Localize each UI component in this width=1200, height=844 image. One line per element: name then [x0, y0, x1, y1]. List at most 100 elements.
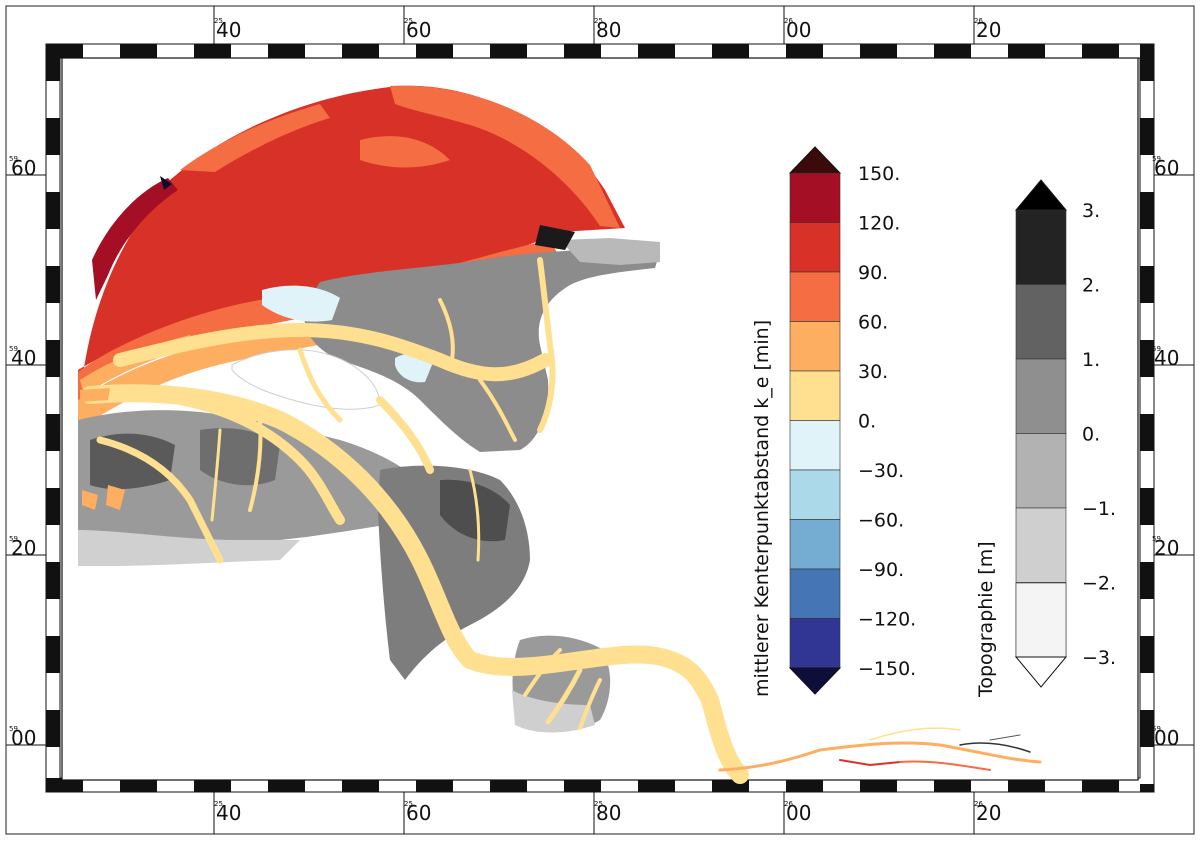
colorbar-topo-under-triangle: [1014, 656, 1068, 688]
tick-minor-label: 59: [1152, 535, 1161, 543]
mudflat-south-dark: [440, 479, 510, 542]
checker-block: [46, 488, 60, 525]
checker-block: [1140, 562, 1154, 599]
tick-minor-label: 25: [404, 17, 413, 25]
tick-minor-label: 59: [1152, 155, 1161, 163]
checker-block: [46, 192, 60, 229]
tick-minor-label: 59: [9, 725, 18, 733]
tick-major-label: 60: [406, 18, 431, 42]
channel-orange-patches: [80, 388, 125, 510]
tick-major-label: 60: [1154, 156, 1179, 180]
colorbar-topo-label: 2.: [1082, 275, 1100, 297]
zone-pale-blue-1: [262, 285, 340, 322]
colorbar-time-label: 120.: [858, 213, 900, 235]
checker-block: [46, 710, 60, 747]
tick-major-label: 20: [11, 536, 36, 560]
colorbar-topo-band: [1015, 284, 1067, 360]
checker-block: [1140, 266, 1154, 303]
checker-block: [786, 778, 823, 792]
colorbar-mean-kenterpunkt: 150. 120. 90. 60. 30. 0. −30. −60. −90. −120. −150…: [788, 146, 916, 695]
sea-patch-orange: [360, 136, 450, 168]
checker-block: [46, 266, 60, 303]
checker-block: [1140, 488, 1154, 525]
colorbar-topo-label: 3.: [1082, 200, 1100, 222]
checker-block: [1140, 636, 1154, 673]
colorbar-topo-band: [1015, 507, 1067, 583]
checker-block: [46, 340, 60, 377]
tick-minor-label: 59: [9, 345, 18, 353]
colorbar-time-band: [789, 469, 841, 520]
tick-major-label: 00: [1154, 726, 1179, 750]
checker-block: [194, 778, 231, 792]
checker-block: [638, 44, 675, 58]
tick-minor-label: 59: [9, 535, 18, 543]
checker-block: [1008, 44, 1045, 58]
colorbar-time-label: −60.: [858, 510, 904, 532]
channel-network: [81, 257, 749, 784]
tick-major-label: 60: [406, 801, 431, 825]
colorbar-time-label: 150.: [858, 163, 900, 185]
checker-block: [638, 778, 675, 792]
tick-major-label: 40: [216, 801, 241, 825]
checker-block: [342, 778, 379, 792]
tick-minor-label: 59: [1152, 345, 1161, 353]
checker-block: [934, 778, 971, 792]
checker-block: [1082, 44, 1119, 58]
high-ground-ne: [535, 225, 575, 250]
checker-block: [120, 44, 157, 58]
sea-region-orange-top: [390, 85, 620, 228]
checker-block: [1140, 192, 1154, 229]
checker-block: [1140, 784, 1154, 792]
colorbar-time-label: 30.: [858, 361, 888, 383]
colorbar-time-band: [789, 519, 841, 570]
tick-major-label: 20: [1154, 536, 1179, 560]
checker-block: [194, 44, 231, 58]
tick-major-label: 00: [786, 18, 811, 42]
colorbar-time-under-triangle: [788, 667, 842, 695]
colorbar-time-band: [789, 321, 841, 372]
river-upstream: [718, 727, 1042, 772]
tick-major-label: 60: [11, 156, 36, 180]
checker-block: [1140, 44, 1154, 81]
colorbar-time-band: [789, 420, 841, 471]
checker-block: [490, 778, 527, 792]
colorbar-time-label: −150.: [858, 658, 916, 680]
colorbar-time-band: [789, 172, 841, 223]
map-content: [78, 85, 1042, 784]
tick-minor-label: 25: [214, 17, 223, 25]
tick-minor-label: 25: [594, 17, 603, 25]
tick-major-label: 00: [786, 801, 811, 825]
colorbar-time-band: [789, 618, 841, 669]
checker-block: [1140, 118, 1154, 155]
checker-block: [268, 778, 305, 792]
sea-region-deep: [78, 85, 625, 565]
tick-minor-label: 25: [404, 800, 413, 808]
checker-block: [46, 636, 60, 673]
tick-minor-label: 26: [784, 800, 793, 808]
colorbar-time-band: [789, 271, 841, 322]
colorbar-time-label: −30.: [858, 460, 904, 482]
checker-block: [564, 778, 601, 792]
colorbar-time-band: [789, 370, 841, 421]
mudflat-ne-light: [560, 238, 660, 265]
checker-block: [1140, 340, 1154, 377]
colorbar-time-band: [789, 568, 841, 619]
colorbar-topo-band: [1015, 209, 1067, 285]
tick-major-label: 20: [976, 801, 1001, 825]
colorbar-topo-label: −3.: [1082, 647, 1116, 669]
tick-major-label: 00: [11, 726, 36, 750]
tick-minor-label: 25: [594, 800, 603, 808]
tick-minor-label: 26: [974, 17, 983, 25]
checker-block: [1140, 710, 1154, 747]
colorbar-time-band: [789, 222, 841, 273]
tick-major-label: 20: [976, 18, 1001, 42]
mudflat-west-dark: [90, 433, 175, 490]
checker-block: [712, 44, 749, 58]
colorbar-topo-label: −2.: [1082, 573, 1116, 595]
colorbar-topo-label: 0.: [1082, 424, 1100, 446]
mudflat-north: [304, 246, 660, 452]
colorbar-time-label: −120.: [858, 609, 916, 631]
tick-major-label: 40: [216, 18, 241, 42]
